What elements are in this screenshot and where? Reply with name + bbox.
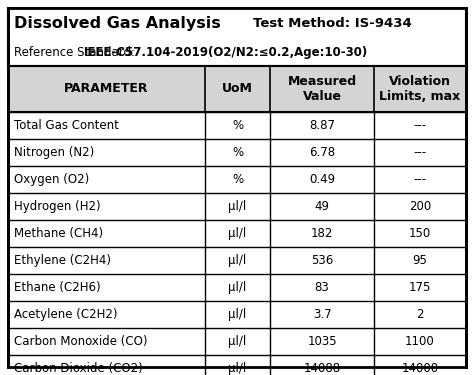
Bar — [8, 8, 466, 66]
Text: 175: 175 — [409, 281, 431, 294]
Text: ---: --- — [413, 173, 427, 186]
Text: μl/l: μl/l — [228, 254, 246, 267]
Text: Measured
Value: Measured Value — [287, 75, 356, 103]
Bar — [8, 328, 466, 355]
Text: Total Gas Content: Total Gas Content — [14, 119, 119, 132]
Text: Ethane (C2H6): Ethane (C2H6) — [14, 281, 100, 294]
Text: 3.7: 3.7 — [313, 308, 331, 321]
Text: %: % — [232, 146, 243, 159]
Text: 8.87: 8.87 — [309, 119, 335, 132]
Text: 14000: 14000 — [401, 362, 438, 375]
Bar — [8, 355, 466, 375]
Text: ---: --- — [413, 119, 427, 132]
Text: μl/l: μl/l — [228, 281, 246, 294]
Text: Test Method: IS-9434: Test Method: IS-9434 — [253, 16, 412, 30]
Text: μl/l: μl/l — [228, 200, 246, 213]
Text: IEEE-C57.104-2019(O2/N2:≤0.2,Age:10-30): IEEE-C57.104-2019(O2/N2:≤0.2,Age:10-30) — [84, 46, 368, 58]
Bar — [8, 112, 466, 139]
Text: 536: 536 — [311, 254, 333, 267]
Bar — [8, 247, 466, 274]
Text: Acetylene (C2H2): Acetylene (C2H2) — [14, 308, 118, 321]
Bar — [8, 139, 466, 166]
Text: 2: 2 — [416, 308, 424, 321]
Text: 1100: 1100 — [405, 335, 435, 348]
Text: UoM: UoM — [222, 82, 253, 96]
Text: Reference Standard:: Reference Standard: — [14, 46, 139, 58]
Text: %: % — [232, 119, 243, 132]
Text: 200: 200 — [409, 200, 431, 213]
Text: Dissolved Gas Analysis: Dissolved Gas Analysis — [14, 16, 221, 31]
Bar — [8, 301, 466, 328]
Bar — [8, 166, 466, 193]
Text: 14088: 14088 — [303, 362, 340, 375]
Text: 182: 182 — [311, 227, 333, 240]
Text: μl/l: μl/l — [228, 227, 246, 240]
Bar — [8, 193, 466, 220]
Text: Carbon Dioxide (CO2): Carbon Dioxide (CO2) — [14, 362, 143, 375]
Text: Nitrogen (N2): Nitrogen (N2) — [14, 146, 94, 159]
Text: μl/l: μl/l — [228, 362, 246, 375]
Text: 150: 150 — [409, 227, 431, 240]
Bar — [8, 274, 466, 301]
Text: Violation
Limits, max: Violation Limits, max — [379, 75, 461, 103]
Text: PARAMETER: PARAMETER — [64, 82, 149, 96]
Text: 1035: 1035 — [307, 335, 337, 348]
Bar — [8, 220, 466, 247]
Text: %: % — [232, 173, 243, 186]
Text: μl/l: μl/l — [228, 335, 246, 348]
Text: 49: 49 — [315, 200, 329, 213]
Text: Methane (CH4): Methane (CH4) — [14, 227, 103, 240]
Text: Oxygen (O2): Oxygen (O2) — [14, 173, 89, 186]
Text: Ethylene (C2H4): Ethylene (C2H4) — [14, 254, 111, 267]
Text: Hydrogen (H2): Hydrogen (H2) — [14, 200, 100, 213]
Text: Carbon Monoxide (CO): Carbon Monoxide (CO) — [14, 335, 147, 348]
Text: 83: 83 — [315, 281, 329, 294]
Text: ---: --- — [413, 146, 427, 159]
Text: μl/l: μl/l — [228, 308, 246, 321]
Text: 95: 95 — [412, 254, 428, 267]
Text: 0.49: 0.49 — [309, 173, 335, 186]
Bar — [8, 66, 466, 112]
Text: 6.78: 6.78 — [309, 146, 335, 159]
